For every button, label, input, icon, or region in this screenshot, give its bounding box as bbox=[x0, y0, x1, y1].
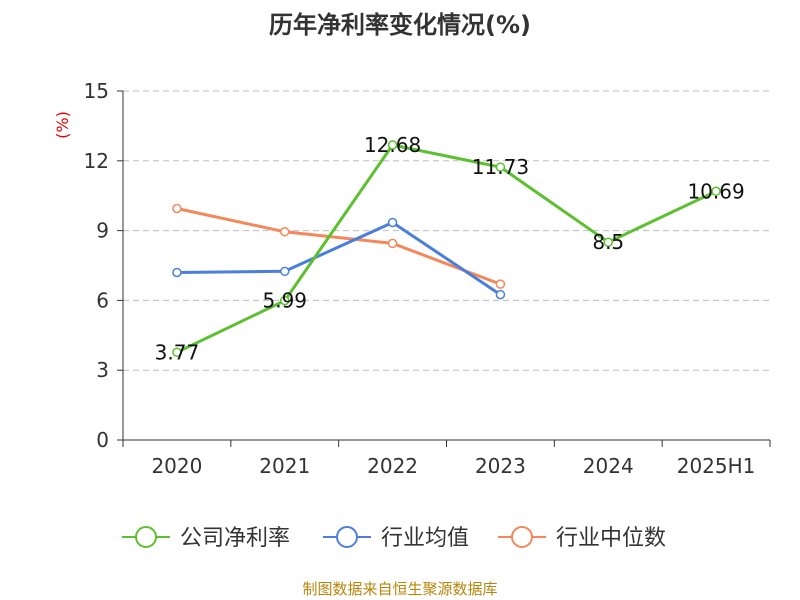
source-note: 制图数据来自恒生聚源数据库 bbox=[302, 580, 497, 598]
data-label-2022: 12.68 bbox=[364, 133, 421, 157]
y-tick-label-15: 15 bbox=[84, 79, 109, 103]
point-2-2023[interactable] bbox=[495, 279, 506, 289]
y-tick-label-12: 12 bbox=[84, 149, 109, 173]
point-2-2020[interactable] bbox=[172, 203, 182, 214]
legend-marker-0 bbox=[135, 526, 157, 548]
data-label-2024: 8.5 bbox=[592, 230, 624, 254]
data-label-2023: 11.73 bbox=[472, 155, 529, 179]
point-0-2024[interactable] bbox=[603, 237, 613, 247]
legend-item-1[interactable]: 行业均值 bbox=[323, 526, 469, 551]
y-tick-label-0: 0 bbox=[96, 428, 109, 452]
point-0-2025H1[interactable] bbox=[711, 186, 721, 197]
point-0-2022[interactable] bbox=[387, 140, 398, 150]
x-tick-label-2021: 2021 bbox=[259, 454, 310, 478]
x-tick-label-2025H1: 2025H1 bbox=[677, 454, 756, 478]
y-tick-label-6: 6 bbox=[96, 288, 109, 312]
grid-lines bbox=[123, 90, 770, 371]
x-tick-label-2020: 2020 bbox=[151, 454, 202, 478]
legend-item-2[interactable]: 行业中位数 bbox=[498, 526, 666, 551]
legend-label-0: 公司净利率 bbox=[180, 526, 290, 551]
x-tick-label-2023: 2023 bbox=[475, 454, 526, 478]
point-2-2021[interactable] bbox=[280, 227, 290, 237]
legend-label-2: 行业中位数 bbox=[556, 526, 666, 551]
point-1-2022[interactable] bbox=[387, 217, 398, 228]
point-1-2023[interactable] bbox=[495, 289, 506, 300]
point-1-2020[interactable] bbox=[172, 267, 182, 278]
series-line-0 bbox=[176, 143, 717, 354]
x-tick-label-2022: 2022 bbox=[367, 454, 418, 478]
y-tick-label-3: 3 bbox=[96, 358, 109, 382]
point-1-2021[interactable] bbox=[280, 266, 290, 277]
y-axis-label: (%) bbox=[53, 111, 72, 139]
point-0-2020[interactable] bbox=[172, 347, 182, 358]
legend-item-0[interactable]: 公司净利率 bbox=[122, 526, 290, 551]
point-0-2023[interactable] bbox=[495, 162, 506, 172]
legend-marker-2 bbox=[511, 526, 533, 548]
series-line-2 bbox=[176, 207, 501, 286]
legend-label-1: 行业均值 bbox=[381, 526, 469, 551]
chart-title: 历年净利率变化情况(%) bbox=[269, 11, 531, 39]
point-2-2022[interactable] bbox=[387, 238, 398, 249]
point-0-2021[interactable] bbox=[280, 295, 290, 306]
legend[interactable]: 公司净利率 行业均值 行业中位数 bbox=[122, 526, 666, 551]
data-label-2020: 3.77 bbox=[155, 340, 200, 364]
series-line-1 bbox=[176, 221, 502, 296]
axes: 0 3 6 9 12 15 2020 2021 2022 2023 2024 2025H1 bbox=[84, 79, 771, 478]
data-label-2025H1: 10.69 bbox=[687, 179, 744, 203]
data-label-2021: 5.99 bbox=[262, 289, 307, 313]
legend-marker-1 bbox=[336, 526, 358, 548]
x-tick-label-2024: 2024 bbox=[583, 454, 634, 478]
series-layer bbox=[172, 140, 721, 358]
data-labels: 3.77 5.99 12.68 11.73 8.5 10.69 bbox=[155, 133, 745, 364]
y-tick-label-9: 9 bbox=[96, 219, 109, 243]
